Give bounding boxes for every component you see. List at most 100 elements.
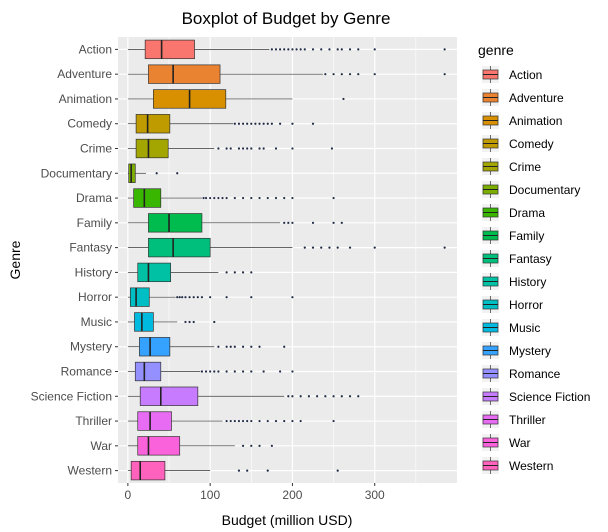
outlier-point [209,370,212,373]
y-tick-label: Music [81,315,112,329]
outlier-point [320,246,323,249]
outlier-point [291,147,294,150]
outlier-point [225,296,228,299]
box-iqr [137,411,172,431]
box-adventure [127,64,446,84]
outlier-point [233,370,236,373]
legend-label: Crime [509,160,541,174]
outlier-point [204,196,208,200]
outlier-point [274,196,278,200]
y-tick-label: Documentary [41,166,112,180]
outlier-point [254,122,257,125]
outlier-point [213,370,216,373]
y-axis: Action Adventure Animation Comedy Crime Docum… [31,42,118,478]
chart-title: Boxplot of Budget by Genre [182,9,391,28]
legend-item-mystery: Mystery [482,342,551,359]
outlier-point [225,271,228,274]
outlier-point [204,370,208,373]
outlier-point [188,320,191,324]
outlier-point [155,172,158,175]
outlier-point [181,296,184,299]
outlier-point [342,97,345,101]
box-iqr [137,436,181,456]
legend-item-thriller: Thriller [482,411,546,428]
y-tick-label: Action [79,42,112,56]
outlier-point [266,196,269,200]
outlier-point [241,345,245,348]
box-drama [127,188,335,208]
y-tick-label: Romance [61,365,113,379]
outlier-point [237,419,241,423]
outlier-point [316,395,319,398]
outlier-point [340,48,343,51]
outlier-point [246,147,249,150]
outlier-point [221,196,224,200]
x-tick-label: 0 [125,488,132,502]
box-music [127,312,216,332]
outlier-point [188,296,191,299]
box-comedy [127,114,315,134]
x-tick-label: 200 [282,488,302,502]
box-animation [127,89,345,109]
outlier-point [258,419,261,423]
outlier-point [287,395,290,398]
box-iqr [130,460,166,481]
outlier-point [217,147,220,150]
outlier-point [340,73,343,76]
box-documentary [127,163,179,183]
outlier-point [332,395,335,398]
outlier-point [258,147,261,150]
legend-item-horror: Horror [482,296,543,313]
y-tick-label: Thriller [75,414,112,428]
box-iqr [134,312,154,332]
outlier-point [291,370,294,373]
box-thriller [127,411,335,431]
outlier-point [213,196,216,200]
outlier-point [287,48,290,51]
outlier-point [283,48,286,51]
y-tick-label: Comedy [67,117,112,131]
outlier-point [250,271,253,274]
outlier-point [233,122,236,125]
outlier-point [200,296,204,299]
outlier-point [233,419,236,423]
outlier-point [357,48,360,51]
outlier-point [299,419,302,423]
outlier-point [291,296,294,299]
legend-label: Music [509,321,540,335]
y-tick-label: Adventure [57,67,112,81]
outlier-point [237,122,241,125]
outlier-point [299,395,302,398]
outlier-point [283,345,286,348]
box-iqr [137,262,172,283]
legend-item-science-fiction: Science Fiction [482,388,590,405]
outlier-point [330,147,334,150]
outlier-point [291,395,294,398]
legend-label: Western [509,459,553,473]
legend-label: Fantasy [509,252,552,266]
outlier-point [241,271,245,274]
legend-item-music: Music [482,319,540,336]
outlier-point [225,147,228,150]
legend-label: Animation [509,114,562,128]
box-crime [127,138,334,159]
outlier-point [283,196,286,200]
box-mystery [127,337,286,357]
box-action [127,39,446,60]
box-iqr [139,337,171,357]
outlier-point [332,196,335,200]
y-tick-label: Western [68,464,112,478]
outlier-point [266,122,269,125]
box-iqr [135,114,171,134]
outlier-point [213,320,216,324]
outlier-point [233,271,236,274]
legend-label: Comedy [509,137,554,151]
outlier-point [274,419,278,423]
outlier-point [200,370,204,373]
box-iqr [148,237,211,258]
outlier-point [332,419,335,423]
legend-label: Action [509,68,542,82]
outlier-point [348,395,352,398]
outlier-point [307,395,310,398]
outlier-point [225,419,228,423]
